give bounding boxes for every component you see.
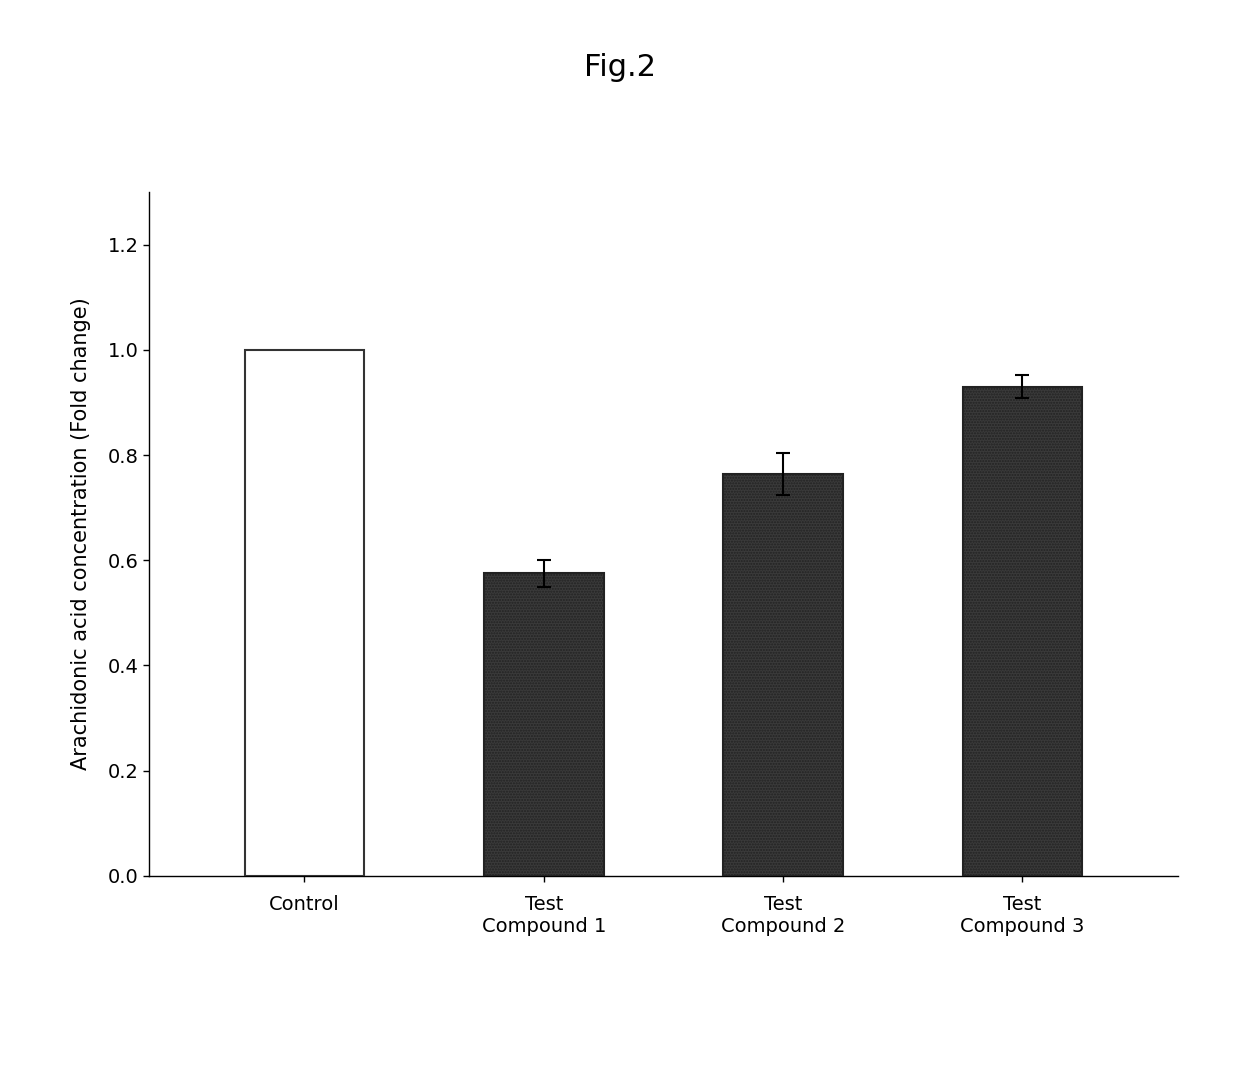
Y-axis label: Arachidonic acid concentration (Fold change): Arachidonic acid concentration (Fold cha… — [71, 298, 91, 770]
Text: Fig.2: Fig.2 — [584, 53, 656, 82]
Bar — [723, 473, 843, 876]
Bar — [962, 387, 1083, 876]
Bar — [244, 350, 365, 876]
Bar — [484, 574, 604, 876]
